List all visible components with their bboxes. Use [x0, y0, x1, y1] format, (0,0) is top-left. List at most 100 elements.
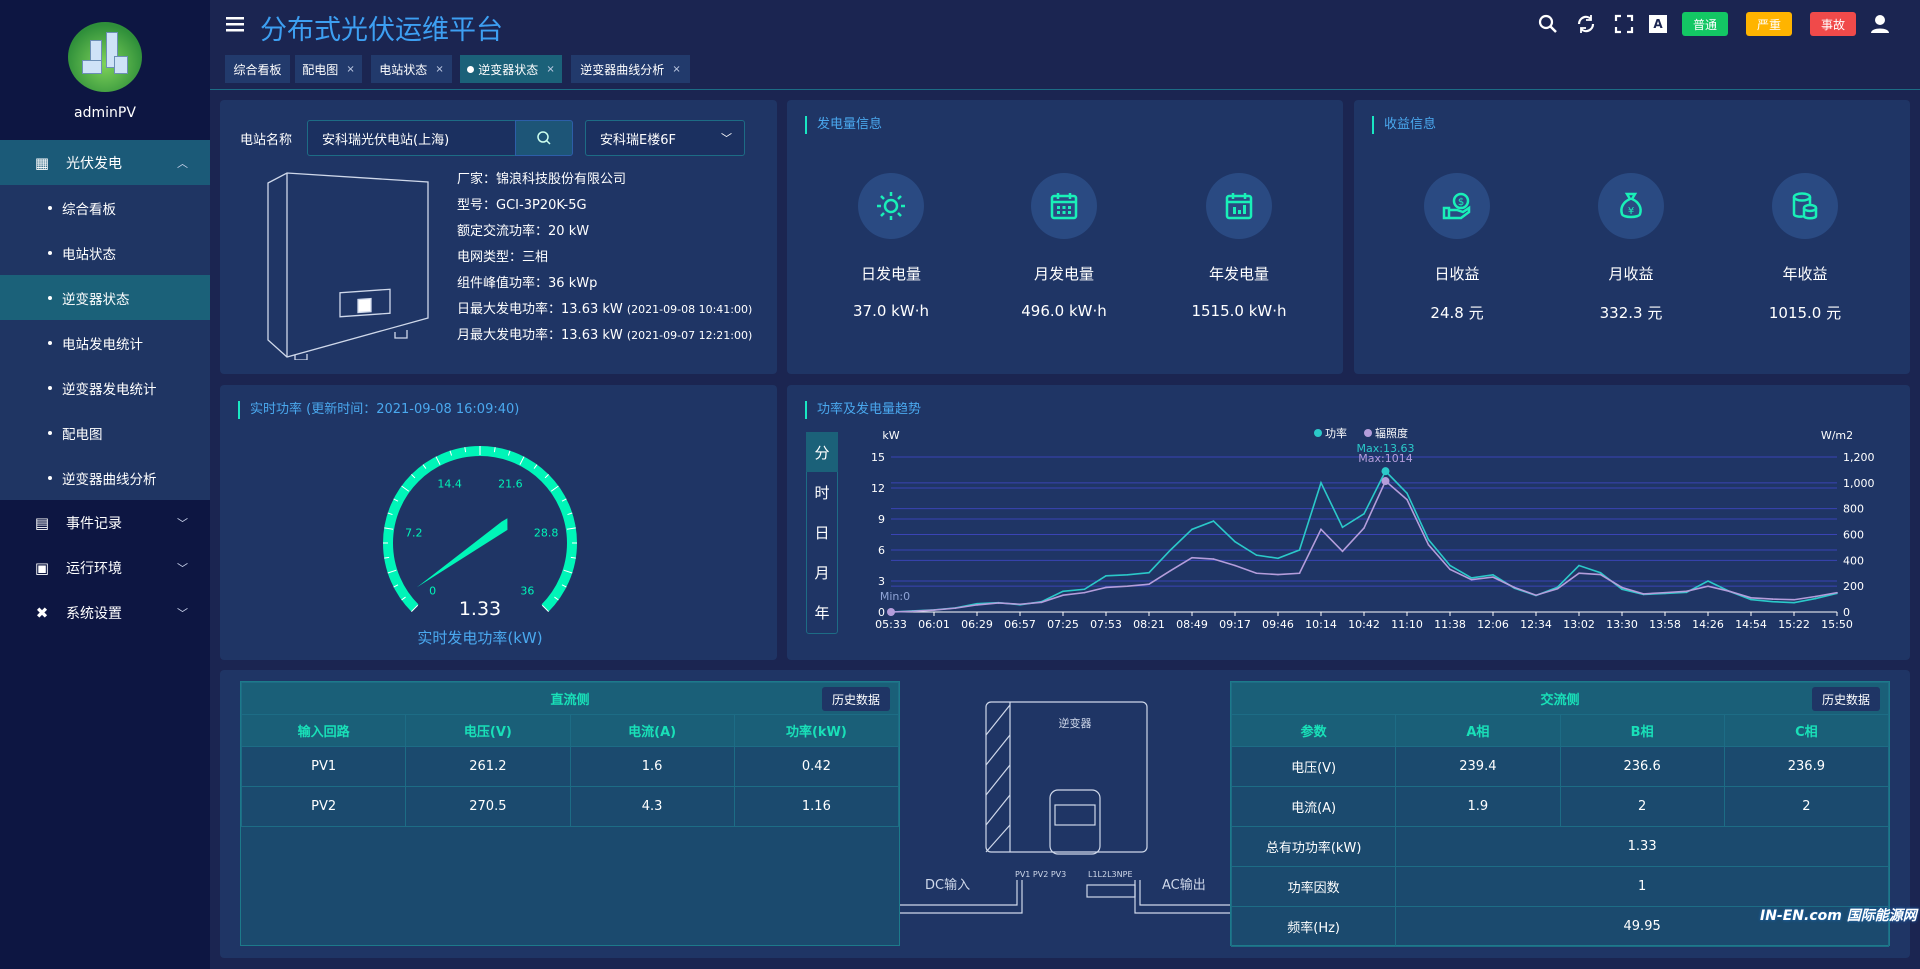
- sidebar-item[interactable]: 配电图: [0, 410, 210, 455]
- alarm-badge[interactable]: 普通: [1682, 12, 1728, 36]
- active-dot-icon: [467, 65, 475, 73]
- menu-event-log[interactable]: ▤ 事件记录 ﹀: [0, 500, 210, 545]
- period-tab[interactable]: 年: [814, 603, 830, 622]
- refresh-icon[interactable]: [1574, 12, 1598, 36]
- y-tick-label: 3: [878, 575, 885, 588]
- sidebar-item[interactable]: 逆变器曲线分析: [0, 455, 210, 500]
- gauge-tick-label: 21.6: [498, 477, 523, 490]
- gauge-tick: [393, 584, 399, 588]
- data-point: [1599, 571, 1602, 574]
- username: adminPV: [74, 105, 136, 121]
- table-cell: PV1: [240, 746, 407, 787]
- table-row: 电流(A) 1.9 2 2: [1230, 786, 1890, 827]
- data-point: [1513, 586, 1516, 589]
- period-tab[interactable]: 月: [814, 563, 830, 582]
- gauge-tick: [561, 498, 567, 502]
- y-right-tick-label: 0: [1843, 606, 1850, 619]
- period-tab[interactable]: 日: [814, 523, 830, 542]
- data-point: [1728, 590, 1731, 593]
- y-tick-label: 12: [871, 482, 885, 495]
- min-label: Min:0: [880, 590, 910, 603]
- gauge-tick: [567, 512, 573, 516]
- sidebar-item[interactable]: 逆变器状态: [0, 275, 210, 320]
- y-right-tick-label: 800: [1843, 503, 1864, 516]
- ac-ports: L1L2L3NPE: [1088, 870, 1133, 879]
- device-info-line: 组件峰值功率：36 kWp: [457, 276, 598, 291]
- device-select[interactable]: 安科瑞E楼6F ﹀: [585, 120, 745, 156]
- close-icon[interactable]: ×: [435, 63, 444, 75]
- tab[interactable]: 综合看板: [225, 55, 290, 83]
- table-cell: 4.3: [569, 786, 735, 827]
- stat-label: 日发电量: [860, 265, 921, 283]
- dc-history-button[interactable]: 历史数据: [821, 687, 890, 711]
- sidebar-item[interactable]: 综合看板: [0, 185, 210, 230]
- trend-title: 功率及发电量趋势: [805, 401, 921, 419]
- max-marker: [1381, 467, 1390, 476]
- alarm-badge[interactable]: 严重: [1746, 12, 1792, 36]
- close-icon[interactable]: ×: [672, 63, 681, 75]
- chevron-down-icon: ﹀: [177, 561, 188, 575]
- device-info-line: 月最大发电功率：13.63 kW (2021-09-07 12:21:00): [457, 328, 753, 343]
- x-tick-label: 14:54: [1735, 618, 1767, 631]
- sidebar-item[interactable]: 电站发电统计: [0, 320, 210, 365]
- gauge-needle: [416, 518, 508, 588]
- x-tick-label: 09:17: [1219, 618, 1251, 631]
- gauge-tick: [411, 474, 416, 479]
- menu-pv-generation[interactable]: ▦ 光伏发电 ︿: [0, 140, 210, 185]
- chevron-down-icon: ﹀: [177, 606, 188, 620]
- y-right-tick-label: 400: [1843, 554, 1864, 567]
- table-row: 频率(Hz) 49.95: [1230, 906, 1889, 947]
- data-point: [1191, 556, 1193, 559]
- table-cell: 频率(Hz): [1230, 906, 1397, 947]
- legend-marker: [1314, 429, 1322, 437]
- max-marker: [1381, 477, 1390, 486]
- y-tick-label: 9: [878, 513, 885, 526]
- alarm-badge[interactable]: 事故: [1810, 12, 1856, 36]
- data-point: [1062, 590, 1064, 593]
- tab[interactable]: 配电图 ×: [295, 55, 362, 83]
- data-point: [1470, 577, 1473, 579]
- clipboard-icon: ▤: [34, 513, 50, 532]
- user-icon[interactable]: [1868, 12, 1892, 36]
- data-point: [1255, 572, 1258, 575]
- ac-history-button[interactable]: 历史数据: [1811, 687, 1880, 711]
- column-header: 电流(A): [569, 714, 735, 747]
- station-search-button[interactable]: [515, 120, 573, 156]
- tab[interactable]: 逆变器曲线分析 ×: [571, 55, 690, 83]
- watermark-logo: IN-EN.com 国际能源网: [1760, 908, 1917, 924]
- column-header: B相: [1559, 714, 1725, 747]
- table-cell: 239.4: [1395, 746, 1561, 787]
- fullscreen-icon[interactable]: [1612, 12, 1636, 36]
- data-point: [1083, 591, 1086, 594]
- data-point: [1341, 550, 1344, 553]
- data-point: [1083, 588, 1086, 591]
- translate-icon[interactable]: A: [1646, 12, 1670, 36]
- period-tab[interactable]: 时: [814, 483, 830, 502]
- menu-settings[interactable]: ✖ 系统设置 ﹀: [0, 590, 210, 635]
- data-point: [1406, 498, 1408, 501]
- stat-value: 37.0 kW·h: [853, 302, 929, 320]
- close-icon[interactable]: ×: [346, 63, 355, 75]
- tab[interactable]: 电站状态 ×: [371, 55, 452, 83]
- hamburger-icon[interactable]: [226, 16, 244, 36]
- tab[interactable]: 逆变器状态 ×: [460, 55, 562, 83]
- data-point: [1449, 568, 1451, 571]
- data-point: [1427, 544, 1430, 546]
- data-point: [1599, 573, 1602, 576]
- station-name-input[interactable]: 安科瑞光伏电站(上海): [307, 120, 517, 156]
- close-icon[interactable]: ×: [546, 63, 555, 75]
- sidebar-item[interactable]: 逆变器发电统计: [0, 365, 210, 410]
- data-point: [1793, 601, 1795, 604]
- data-point: [1836, 591, 1838, 594]
- stat-card: 年发电量 1515.0 kW·h: [1169, 173, 1309, 320]
- period-tab[interactable]: 分: [806, 432, 838, 472]
- sidebar-item[interactable]: 电站状态: [0, 230, 210, 275]
- menu-environment[interactable]: ▣ 运行环境 ﹀: [0, 545, 210, 590]
- hand-coin-icon: $: [1424, 173, 1490, 239]
- data-point: [1707, 585, 1709, 587]
- search-icon[interactable]: [1536, 12, 1560, 36]
- series-line-0: [890, 469, 1838, 613]
- data-point: [1814, 597, 1817, 600]
- device-info-line: 厂家：锦浪科技股份有限公司: [457, 172, 627, 187]
- gauge-tick: [464, 447, 467, 453]
